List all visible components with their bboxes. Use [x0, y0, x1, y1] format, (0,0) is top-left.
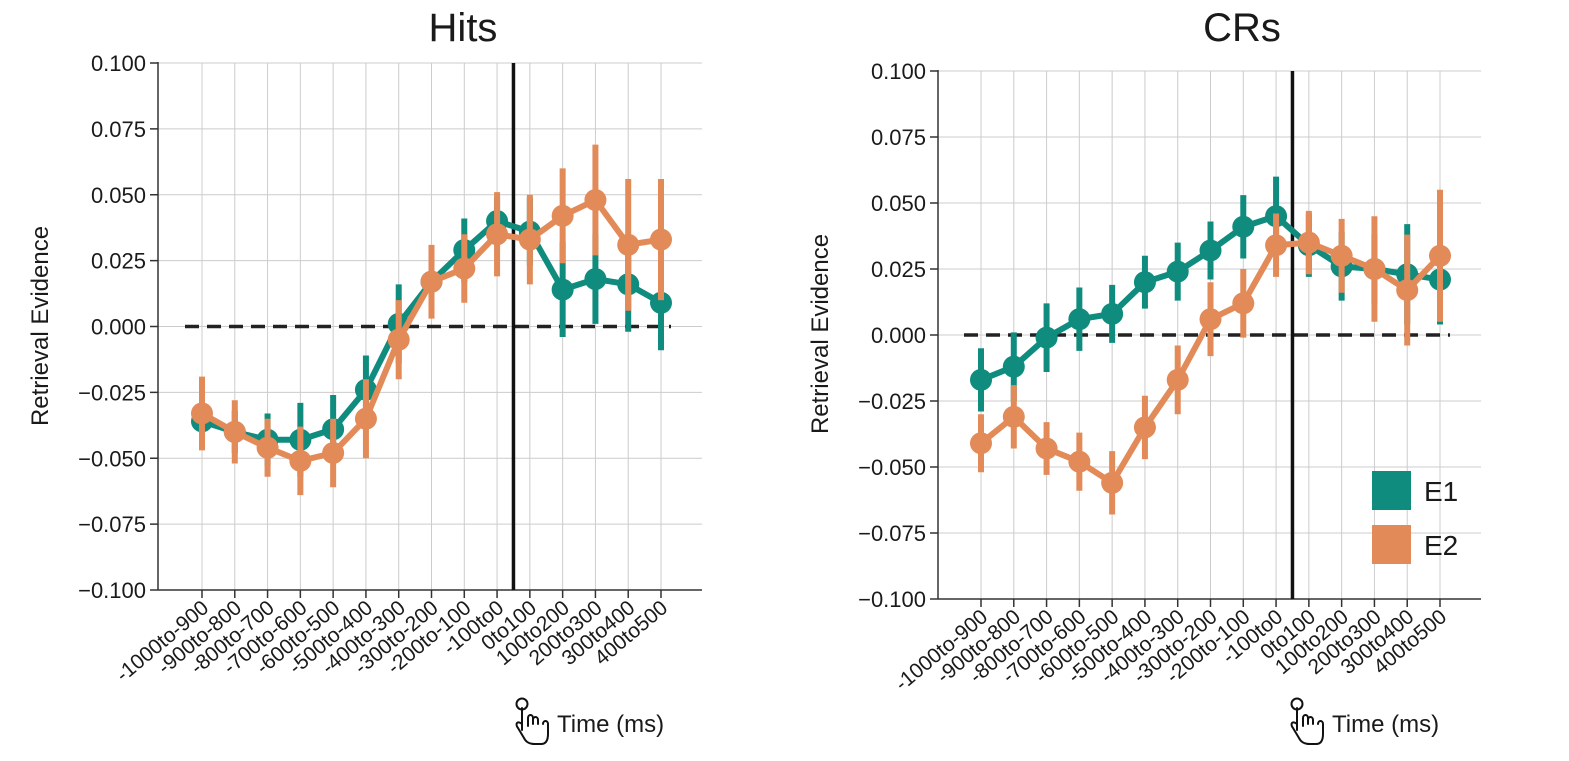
y-tick-label: 0.000: [91, 315, 146, 340]
y-tick-label: −0.025: [858, 389, 926, 414]
data-point: [518, 228, 541, 251]
data-point: [1297, 231, 1320, 254]
data-point: [617, 233, 640, 256]
y-tick-label: 0.050: [871, 191, 926, 216]
chart-crs: CRs Retrieval Evidence 0.1000.0750.0500.…: [807, 6, 1481, 745]
y-tick-label: −0.050: [858, 455, 926, 480]
data-point: [1232, 292, 1255, 315]
y-tick-label: 0.025: [871, 257, 926, 282]
pointer-hand-icon: [1290, 697, 1324, 745]
data-point: [1068, 450, 1091, 473]
data-point: [1199, 239, 1222, 262]
data-point: [650, 291, 672, 314]
legend-label: E1: [1424, 476, 1458, 507]
y-tick-label: 0.100: [871, 59, 926, 84]
y-tick-label: −0.075: [78, 512, 146, 537]
legend: E1 E2: [1372, 471, 1458, 564]
legend-swatch: [1372, 525, 1411, 564]
series-e2: [191, 144, 672, 496]
data-point: [420, 270, 443, 293]
data-point: [1133, 416, 1156, 439]
y-tick-label: 0.025: [91, 249, 146, 274]
y-tick-label: 0.050: [91, 183, 146, 208]
y-tick-label: 0.100: [91, 51, 146, 76]
data-point: [191, 402, 213, 425]
data-point: [1101, 471, 1124, 494]
y-axis-label: Retrieval Evidence: [807, 234, 834, 434]
y-tick-label: 0.000: [871, 323, 926, 348]
data-point: [1035, 326, 1058, 349]
data-point: [354, 407, 377, 430]
data-point: [1035, 437, 1058, 460]
legend-swatch: [1372, 471, 1411, 510]
y-tick-label: −0.100: [78, 578, 146, 603]
data-point: [551, 278, 574, 301]
y-tick-label: −0.025: [78, 380, 146, 405]
data-point: [453, 257, 476, 280]
chart-title: Hits: [429, 6, 498, 50]
x-axis-label: Time (ms): [1332, 711, 1439, 738]
data-point: [1199, 308, 1222, 331]
y-tick-label: 0.075: [871, 125, 926, 150]
data-point: [1002, 405, 1025, 428]
data-point: [1265, 234, 1288, 257]
data-point: [1133, 271, 1156, 294]
data-point: [1101, 302, 1124, 325]
data-point: [289, 449, 312, 472]
data-point: [1166, 368, 1189, 391]
data-point: [970, 368, 992, 391]
data-point: [256, 436, 279, 459]
y-tick-label: 0.075: [91, 117, 146, 142]
plot-area: 0.100 0.075 0.050 0.025 0.000 −0.025 −0.050 −0.…: [858, 59, 1481, 696]
data-point: [1396, 279, 1419, 302]
x-axis-label-group: Time (ms): [515, 697, 664, 745]
data-point: [322, 441, 345, 464]
data-point: [551, 204, 574, 227]
legend-label: E2: [1424, 530, 1458, 561]
x-axis-label: Time (ms): [557, 711, 664, 738]
data-point: [584, 189, 607, 212]
y-axis-label: Retrieval Evidence: [27, 226, 54, 426]
data-point: [1166, 260, 1189, 283]
data-point: [387, 328, 410, 351]
data-point: [1363, 258, 1386, 280]
series-e2: [970, 189, 1451, 515]
y-tick-label: −0.100: [858, 587, 926, 612]
y-tick-label: −0.075: [858, 521, 926, 546]
pointer-hand-icon: [515, 697, 549, 745]
data-point: [1068, 308, 1091, 331]
chart-hits: Hits Retrieval Evidence 0.1000.0750.0500…: [27, 6, 702, 745]
plot-area: 0.100 0.075 0.050 0.025 0.000 −0.025 −0.050 −0.…: [78, 51, 702, 687]
data-point: [1232, 215, 1255, 238]
chart-title: CRs: [1203, 6, 1281, 50]
data-point: [223, 420, 246, 443]
data-point: [970, 432, 992, 455]
data-point: [1429, 244, 1451, 267]
y-tick-label: −0.050: [78, 446, 146, 471]
data-point: [584, 268, 607, 291]
data-point: [486, 223, 509, 246]
data-point: [650, 228, 672, 251]
x-axis-label-group: Time (ms): [1290, 697, 1439, 745]
data-point: [1002, 355, 1025, 378]
data-point: [1330, 244, 1353, 267]
